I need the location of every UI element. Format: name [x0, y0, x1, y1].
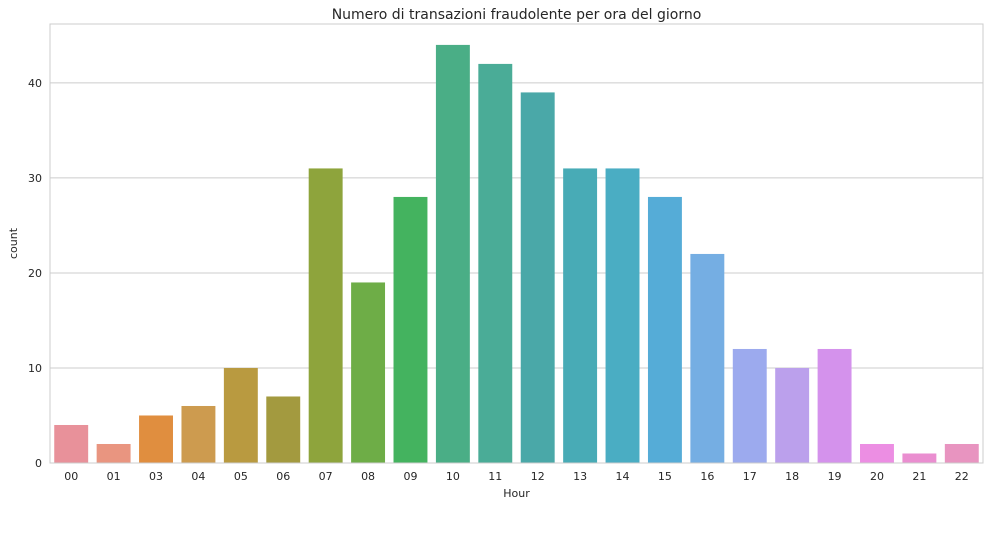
bar-hour-01: [96, 443, 131, 463]
bar-hour-17: [732, 348, 767, 463]
bar-hour-06: [266, 396, 301, 463]
x-tick-label: 18: [785, 470, 799, 483]
x-tick-label: 22: [955, 470, 969, 483]
x-tick-label: 08: [361, 470, 375, 483]
y-tick-label: 10: [28, 362, 42, 375]
x-axis-label: Hour: [503, 487, 530, 500]
bar-hour-18: [775, 367, 810, 463]
x-tick-label: 01: [107, 470, 121, 483]
y-tick-label: 20: [28, 267, 42, 280]
x-tick-label: 11: [488, 470, 502, 483]
bar-hour-15: [647, 196, 682, 463]
x-tick-label: 21: [912, 470, 926, 483]
x-tick-label: 17: [743, 470, 757, 483]
x-tick-label: 14: [616, 470, 630, 483]
x-tick-label: 03: [149, 470, 163, 483]
bar-hour-10: [435, 44, 470, 464]
plot-frame: [49, 23, 984, 464]
bar-hour-14: [605, 168, 640, 463]
x-tick-label: 10: [446, 470, 460, 483]
chart-title: Numero di transazioni fraudolente per or…: [332, 7, 702, 23]
x-tick-label: 07: [319, 470, 333, 483]
bar-hour-07: [308, 168, 343, 463]
x-tick-labels: 00 01 03 04 05 06 07 08 09 10 11 12 13 14 15 16 17 18 19 20…: [64, 470, 969, 483]
x-tick-label: 16: [700, 470, 714, 483]
x-tick-label: 05: [234, 470, 248, 483]
bar-hour-08: [351, 282, 386, 463]
x-tick-label: 09: [403, 470, 417, 483]
bar-hour-20: [860, 443, 894, 463]
y-axis-label: count: [7, 227, 20, 259]
y-tick-labels: 0 10 20 30 40: [28, 77, 42, 470]
bar-hour-05: [223, 367, 258, 463]
bar-hour-21: [902, 453, 937, 463]
bar-hour-03: [139, 415, 173, 463]
x-tick-label: 04: [191, 470, 205, 483]
bar-hour-19: [817, 348, 852, 463]
x-tick-label: 12: [531, 470, 545, 483]
x-tick-label: 19: [828, 470, 842, 483]
x-tick-label: 15: [658, 470, 672, 483]
y-tick-label: 0: [35, 457, 42, 470]
x-tick-label: 13: [573, 470, 587, 483]
bar-hour-11: [478, 63, 513, 464]
bar-hour-09: [393, 196, 428, 463]
bar-hour-00: [54, 424, 89, 463]
bar-hour-13: [563, 168, 598, 463]
bar-hour-22: [944, 443, 979, 463]
bars: [54, 44, 979, 464]
y-tick-label: 30: [28, 172, 42, 185]
y-tick-label: 40: [28, 77, 42, 90]
bar-hour-12: [520, 92, 555, 463]
x-tick-label: 00: [64, 470, 78, 483]
x-tick-label: 06: [276, 470, 290, 483]
bar-hour-04: [181, 405, 216, 463]
x-tick-label: 20: [870, 470, 884, 483]
bar-hour-16: [690, 253, 725, 463]
